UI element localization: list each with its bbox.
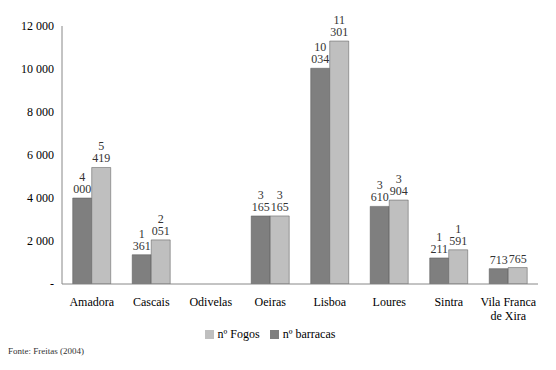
html-text:Fonte: Freitas (2004): Fonte: Freitas (2004) <box>8 346 84 356</box>
svg-text:3165: 3165 <box>252 188 270 214</box>
svg-text:2 000: 2 000 <box>27 234 54 248</box>
html-text:nº Fogos: nº Fogos <box>217 327 260 341</box>
svg-text:765: 765 <box>509 252 527 266</box>
svg-text:713: 713 <box>490 253 508 267</box>
svg-text:5419: 5419 <box>92 139 110 165</box>
svg-text:1591: 1591 <box>449 222 467 248</box>
svg-text:-: - <box>50 277 54 291</box>
svg-text:10034: 10034 <box>311 40 329 66</box>
svg-text:10 000: 10 000 <box>21 62 54 76</box>
svg-text:Loures: Loures <box>373 295 407 309</box>
svg-text:Amadora: Amadora <box>69 295 114 309</box>
svg-text:Odivelas: Odivelas <box>189 295 232 309</box>
svg-text:Vila Francade Xira: Vila Francade Xira <box>480 295 536 323</box>
svg-text:Oeiras: Oeiras <box>255 295 287 309</box>
svg-text:8 000: 8 000 <box>27 105 54 119</box>
svg-text:12 000: 12 000 <box>21 19 54 33</box>
svg-text:3165: 3165 <box>271 188 289 214</box>
svg-text:Lisboa: Lisboa <box>313 295 346 309</box>
svg-text:4000: 4000 <box>73 170 91 196</box>
svg-text:3904: 3904 <box>390 172 408 198</box>
svg-text:1361: 1361 <box>133 227 151 253</box>
html-text:nº barracas: nº barracas <box>282 327 336 341</box>
svg-text:Cascais: Cascais <box>133 295 170 309</box>
svg-text:11301: 11301 <box>330 13 348 39</box>
svg-text:4 000: 4 000 <box>27 191 54 205</box>
svg-text:3610: 3610 <box>371 178 389 204</box>
svg-text:2051: 2051 <box>152 212 170 238</box>
svg-text:6 000: 6 000 <box>27 148 54 162</box>
svg-text:1211: 1211 <box>430 230 448 256</box>
svg-text:Sintra: Sintra <box>434 295 463 309</box>
